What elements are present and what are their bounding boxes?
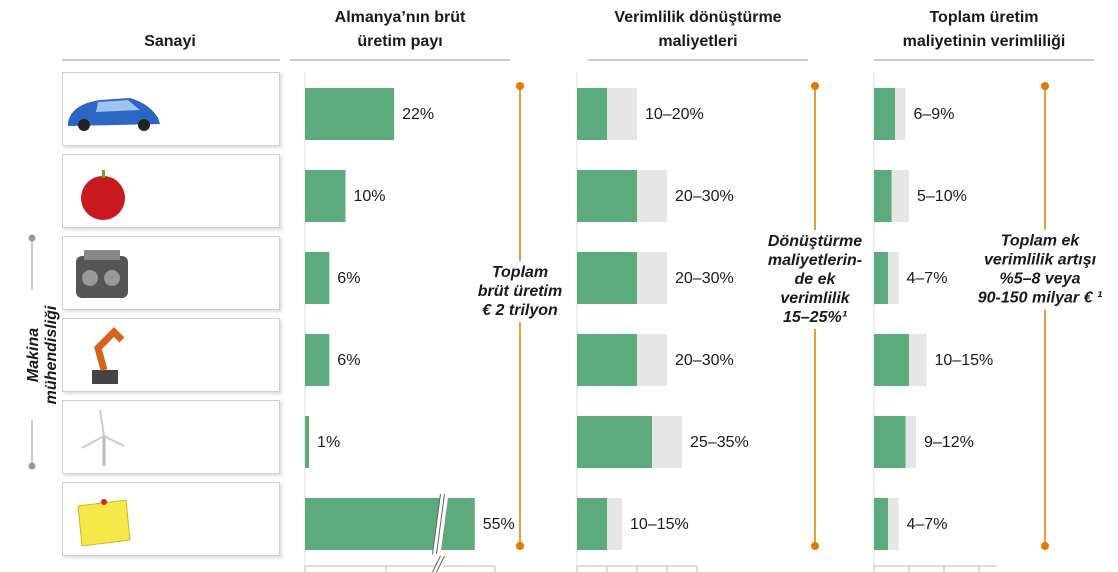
- value-label: 4–7%: [907, 516, 948, 533]
- panel-title: Almanya’nın brüt: [335, 9, 466, 26]
- value-label: 9–12%: [924, 434, 974, 451]
- column-header: Sanayi: [144, 33, 196, 50]
- value-label: 25–35%: [690, 434, 749, 451]
- range-high: [607, 88, 637, 140]
- range-low: [874, 498, 888, 550]
- annotation-text: %5–8 veya: [1000, 271, 1081, 288]
- group-label: Makina: [25, 328, 42, 382]
- row-box: [62, 482, 280, 556]
- range-high: [906, 416, 917, 468]
- range-high: [607, 498, 622, 550]
- value-label: 5–10%: [917, 188, 967, 205]
- annotation-text: verimlilik artışı: [984, 252, 1097, 269]
- range-low: [577, 334, 637, 386]
- range-low: [874, 416, 906, 468]
- value-label: 6%: [337, 270, 360, 287]
- annotation-dot: [516, 82, 524, 90]
- bar: [305, 88, 394, 140]
- value-label: 10%: [354, 188, 386, 205]
- value-label: 22%: [402, 106, 434, 123]
- panel-title: maliyetinin verimliliği: [903, 33, 1066, 50]
- panel-title: Toplam üretim: [929, 9, 1038, 26]
- annotation-text: € 2 trilyon: [482, 302, 558, 319]
- range-high: [637, 334, 667, 386]
- bracket-dot: [29, 235, 36, 242]
- panel-title: maliyetleri: [658, 33, 737, 50]
- annotation-text: maliyetlerin-: [768, 252, 862, 269]
- range-low: [577, 498, 607, 550]
- range-high: [652, 416, 682, 468]
- annotation-text: de ek: [795, 271, 837, 288]
- value-label: 1%: [317, 434, 340, 451]
- value-label: 20–30%: [675, 188, 734, 205]
- range-high: [909, 334, 927, 386]
- range-low: [874, 170, 892, 222]
- bar: [305, 170, 346, 222]
- annotation-dot: [516, 542, 524, 550]
- axis-break: [435, 494, 443, 554]
- range-high: [895, 88, 906, 140]
- value-label: 6%: [337, 352, 360, 369]
- annotation-dot: [1041, 542, 1049, 550]
- range-low: [577, 416, 652, 468]
- axis-break: [439, 556, 447, 572]
- value-label: 4–7%: [907, 270, 948, 287]
- annotation-text: 90-150 milyar € ¹: [978, 290, 1103, 307]
- page: Sanayi Makinamühendisliği Almanya’nın brü…: [0, 0, 1118, 572]
- range-low: [577, 170, 637, 222]
- row-box: [62, 236, 280, 310]
- annotation-text: Toplam: [492, 264, 548, 281]
- range-high: [637, 170, 667, 222]
- bar: [305, 416, 309, 468]
- annotation-text: 15–25%¹: [783, 309, 848, 326]
- annotation-bg: [460, 261, 580, 322]
- annotation-text: Toplam ek: [1001, 233, 1081, 250]
- panel-title: üretim payı: [357, 33, 442, 50]
- range-low: [577, 88, 607, 140]
- group-label: mühendisliği: [43, 305, 60, 404]
- axis-break: [435, 556, 443, 572]
- value-label: 10–20%: [645, 106, 704, 123]
- range-low: [874, 88, 895, 140]
- annotation-dot: [1041, 82, 1049, 90]
- bar: [305, 252, 329, 304]
- bar: [305, 334, 329, 386]
- annotation-bg: [985, 230, 1105, 310]
- value-label: 20–30%: [675, 270, 734, 287]
- value-label: 10–15%: [630, 516, 689, 533]
- range-high: [892, 170, 910, 222]
- row-box: [62, 72, 280, 146]
- value-label: 55%: [483, 516, 515, 533]
- axis-break: [439, 494, 447, 554]
- range-low: [874, 252, 888, 304]
- range-high: [637, 252, 667, 304]
- bracket-dot: [29, 463, 36, 470]
- annotation-text: Dönüştürme: [768, 233, 862, 250]
- value-label: 10–15%: [935, 352, 994, 369]
- row-box: [62, 400, 280, 474]
- range-high: [888, 498, 899, 550]
- annotation-text: verimlilik: [780, 290, 850, 307]
- axis-break-line: [433, 494, 445, 554]
- annotation-bg: [755, 230, 875, 329]
- row-box: [62, 318, 280, 392]
- axis-break-line: [433, 556, 445, 572]
- panel-title: Verimlilik dönüştürme: [614, 9, 781, 26]
- annotation-dot: [811, 82, 819, 90]
- value-label: 20–30%: [675, 352, 734, 369]
- value-label: 6–9%: [914, 106, 955, 123]
- range-low: [577, 252, 637, 304]
- annotation-dot: [811, 542, 819, 550]
- bar: [305, 498, 475, 550]
- row-box: [62, 154, 280, 228]
- range-low: [874, 334, 909, 386]
- range-high: [888, 252, 899, 304]
- annotation-text: brüt üretim: [478, 283, 562, 300]
